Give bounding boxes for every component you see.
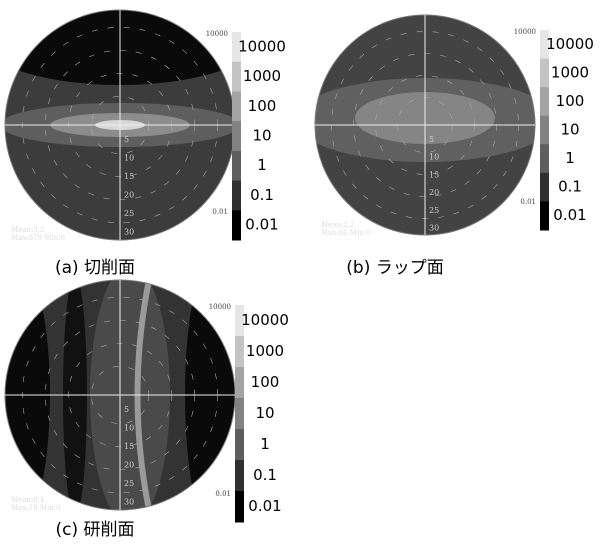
panel-a-image xyxy=(0,0,270,240)
max-min-label: Max:66 Min:0 xyxy=(321,229,371,237)
panel-caption: (b) ラップ面 xyxy=(346,258,443,278)
radial-label: 20 xyxy=(124,461,134,470)
colorbar-label: 0.01 xyxy=(245,216,278,234)
colorbar-label: 100 xyxy=(251,373,280,391)
figure: 51015202530Mean:3.2Max:879 Min:0100000.0… xyxy=(0,0,603,544)
colorbar-label: 0.1 xyxy=(558,178,582,196)
colorbar-label: 1000 xyxy=(243,67,281,85)
colorbar-segment xyxy=(232,62,241,92)
radial-label: 5 xyxy=(429,135,434,144)
colorbar-segment xyxy=(540,144,549,173)
colorbar-segment xyxy=(235,491,244,523)
colorbar-label: 1 xyxy=(260,435,270,453)
panel-caption: (a) 切削面 xyxy=(55,258,135,278)
corner-top-label: 10000 xyxy=(209,303,231,311)
radial-label: 25 xyxy=(124,479,134,488)
radial-label: 15 xyxy=(124,172,134,181)
colorbar-label: 100 xyxy=(556,92,585,110)
colorbar-label: 1000 xyxy=(551,63,589,81)
radial-label: 5 xyxy=(124,405,129,414)
colorbar-label: 1 xyxy=(257,156,267,174)
radial-label: 20 xyxy=(429,188,439,197)
colorbar-label: 1000 xyxy=(246,342,284,360)
mean-label: Mean:0.4 xyxy=(11,496,45,504)
colorbar-segment xyxy=(235,398,244,430)
radial-label: 5 xyxy=(124,135,129,144)
radial-label: 20 xyxy=(124,191,134,200)
radial-label: 25 xyxy=(429,206,439,215)
colorbar-label: 10000 xyxy=(546,35,594,53)
colorbar-label: 10000 xyxy=(238,37,286,55)
colorbar-label: 0.1 xyxy=(250,186,274,204)
corner-bottom-label: 0.01 xyxy=(520,198,536,206)
radial-label: 15 xyxy=(429,170,439,179)
colorbar-label: 10 xyxy=(252,127,271,145)
colorbar-label: 0.01 xyxy=(248,497,281,515)
colorbar-segment xyxy=(540,201,549,230)
colorbar-label: 10 xyxy=(255,404,274,422)
colorbar-segment xyxy=(540,59,549,88)
radial-label: 25 xyxy=(124,209,134,218)
panel-caption: (c) 研削面 xyxy=(55,520,134,540)
colorbar-segment xyxy=(540,87,549,116)
colorbar-label: 0.01 xyxy=(553,206,586,224)
mean-label: Mean:2.2 xyxy=(321,221,354,229)
colorbar-segment xyxy=(540,173,549,202)
colorbar-label: 100 xyxy=(248,97,277,115)
radial-label: 10 xyxy=(124,154,134,163)
colorbar-segment xyxy=(235,460,244,492)
max-min-label: Max:879 Min:0 xyxy=(11,234,65,242)
corner-bottom-label: 0.01 xyxy=(212,208,228,216)
colorbar-label: 10000 xyxy=(241,311,289,329)
radial-label: 30 xyxy=(429,224,439,233)
radial-label: 15 xyxy=(124,442,134,451)
colorbar-segment xyxy=(232,91,241,121)
max-min-label: Max:18 Min:0 xyxy=(11,504,61,512)
radial-label: 30 xyxy=(124,498,134,507)
mean-label: Mean:3.2 xyxy=(11,226,44,234)
corner-top-label: 10000 xyxy=(206,30,228,38)
colorbar-label: 1 xyxy=(565,149,575,167)
radial-label: 10 xyxy=(124,424,134,433)
colorbar-segment xyxy=(235,367,244,399)
colorbar-label: 0.1 xyxy=(253,466,277,484)
colorbar-segment xyxy=(235,429,244,461)
colorbar-segment xyxy=(232,121,241,151)
radial-label: 10 xyxy=(429,153,439,162)
colorbar-label: 10 xyxy=(560,121,579,139)
corner-top-label: 10000 xyxy=(514,28,536,36)
colorbar-segment xyxy=(235,336,244,368)
colorbar-segment xyxy=(540,116,549,145)
colorbar-segment xyxy=(232,181,241,211)
corner-bottom-label: 0.01 xyxy=(215,490,231,498)
colorbar-segment xyxy=(232,151,241,181)
radial-label: 30 xyxy=(124,228,134,237)
colorbar-segment xyxy=(232,210,241,240)
